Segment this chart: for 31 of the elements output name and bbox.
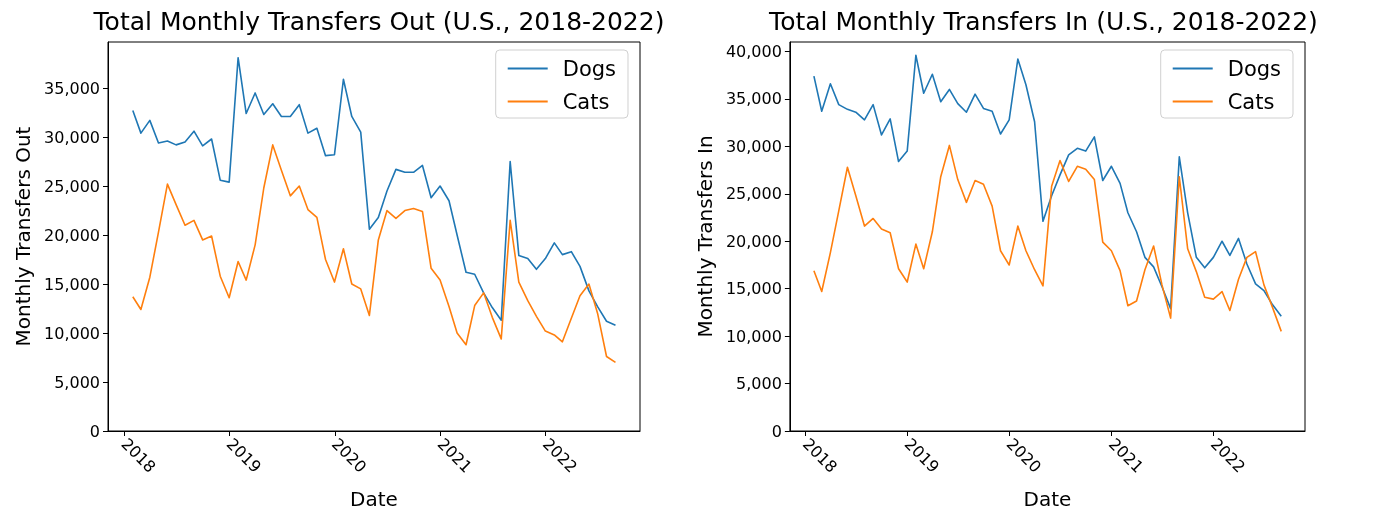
y-tick-label: 35,000 bbox=[44, 78, 100, 98]
y-tick-label: 5,000 bbox=[54, 372, 100, 392]
y-tick-label: 0 bbox=[771, 421, 782, 441]
y-tick-label: 5,000 bbox=[736, 374, 782, 394]
line-series bbox=[132, 56, 617, 326]
y-tick-label: 20,000 bbox=[725, 231, 782, 251]
legend-label: Dogs bbox=[562, 56, 617, 81]
chart-title: Total Monthly Transfers Out (U.S., 2018-2022) bbox=[92, 7, 665, 36]
legend-label: Cats bbox=[1227, 89, 1275, 114]
y-tick-label: 10,000 bbox=[44, 323, 100, 343]
y-tick-label: 35,000 bbox=[725, 89, 782, 109]
y-tick-label: 20,000 bbox=[44, 225, 100, 245]
x-axis-title: Date bbox=[1023, 487, 1072, 511]
line-series bbox=[132, 144, 617, 364]
line-series bbox=[813, 144, 1283, 333]
y-axis-title: Monthly Transfers In bbox=[693, 135, 717, 338]
legend-label: Cats bbox=[562, 89, 610, 114]
line-series bbox=[813, 54, 1283, 317]
x-axis-title: Date bbox=[350, 487, 398, 511]
y-tick-label: 15,000 bbox=[44, 274, 100, 294]
y-tick-label: 10,000 bbox=[725, 326, 782, 346]
y-tick-label: 30,000 bbox=[44, 127, 100, 147]
y-tick-label: 25,000 bbox=[725, 184, 782, 204]
y-tick-label: 40,000 bbox=[725, 41, 782, 61]
y-tick-label: 15,000 bbox=[725, 279, 782, 299]
y-axis-title: Monthly Transfers Out bbox=[11, 126, 36, 347]
chart-title: Total Monthly Transfers In (U.S., 2018-2022) bbox=[768, 7, 1318, 36]
y-tick-label: 0 bbox=[89, 421, 100, 441]
legend-label: Dogs bbox=[1227, 56, 1282, 81]
y-tick-label: 30,000 bbox=[725, 136, 782, 156]
y-tick-label: 25,000 bbox=[44, 176, 100, 196]
